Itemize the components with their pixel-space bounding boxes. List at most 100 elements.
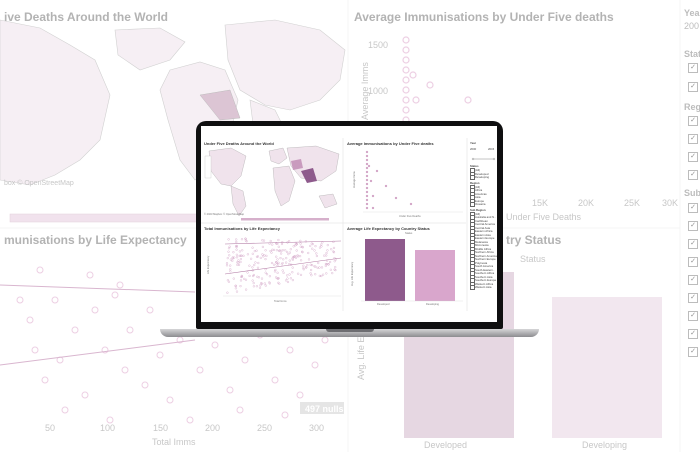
bg-status-legend: Status (520, 254, 546, 264)
background-life-dots (16, 266, 329, 424)
mini-filter-item: Europe (475, 198, 485, 203)
bg-life-title: munisations by Life Expectancy (4, 233, 187, 247)
mini-filter-item: South America (475, 264, 494, 268)
mini-filter-item: Northern America (475, 253, 497, 258)
mini-bar-developed (365, 239, 405, 301)
mini-filter-item: Northern Africa (475, 250, 494, 254)
bg-xtick: 15K (532, 198, 549, 208)
mini-filter-checkbox[interactable] (470, 175, 475, 180)
mini-filter-item: Caribbean (475, 218, 488, 223)
mini-bar-title: Average Life Expectancy by Country Statu… (347, 226, 430, 231)
mini-year-end: 2015 (488, 147, 495, 151)
bg-side-year: Year (684, 8, 700, 18)
bg-filter-checkbox[interactable]: ✓ (688, 293, 698, 303)
bg-side-year-value: 200 (684, 21, 700, 31)
bg-filter-checkbox[interactable]: ✓ (688, 311, 698, 321)
mini-filter-item: Asia (475, 195, 481, 199)
mini-filter-checkbox[interactable] (470, 202, 475, 207)
bg-filter-checkbox[interactable]: ✓ (688, 221, 698, 231)
bg-life-xlabel: Total Imms (152, 437, 196, 447)
bg-side-status: Stat (684, 49, 700, 59)
bg-side-subregion: Sub R (684, 188, 700, 198)
mini-filter-item: Western Asia (475, 285, 492, 289)
mini-bar-ylabel: Avg. Life Expectancy (351, 261, 354, 286)
bg-filter-checkbox[interactable]: ✓ (688, 257, 698, 267)
bg-scatter-xlabel: Under Five Deaths (506, 212, 582, 222)
mini-filter-item: (All) (475, 168, 480, 172)
mini-filter-item: Northern Europe (475, 257, 496, 261)
mini-life-xlabel: Total Imms (274, 300, 287, 303)
bg-scatter-title: Average Immunisations by Under Five deat… (354, 10, 614, 24)
mini-filter-checkbox[interactable] (470, 285, 475, 290)
bg-map-credit: box © OpenStreetMap (4, 180, 74, 187)
bg-life-xtick: 100 (100, 423, 116, 433)
mini-year-label: Year (470, 141, 476, 145)
laptop-base (160, 329, 539, 337)
mini-filter-item: Eastern Europe (475, 236, 495, 240)
mini-filter-item: Developing (475, 175, 489, 179)
bg-xtick: 20K (578, 198, 595, 208)
bg-filter-checkbox[interactable]: ✓ (688, 347, 698, 357)
bg-status-cat: Developing (582, 440, 628, 450)
mini-life-dots (225, 237, 337, 294)
mini-filter-item: Central Asia (475, 225, 491, 230)
bg-ytick: 1500 (368, 40, 389, 50)
bg-status-title: try Status (506, 233, 562, 247)
bg-filter-checkbox[interactable]: ✓ (688, 170, 698, 180)
mini-filter-item: Africa (475, 188, 483, 192)
bg-life-xtick: 300 (309, 423, 325, 433)
mini-filter-item: Developed (475, 171, 489, 176)
bg-scatter-ylabel: Average Imms (360, 62, 370, 120)
mini-filter-item: Eastern Asia (475, 232, 491, 237)
mini-filter-item: Americas (475, 191, 487, 196)
mini-scatter-ylabel: Average Imms (353, 171, 356, 188)
mini-filter-item: Eastern Africa (475, 229, 493, 233)
mini-bar-category: Developed (377, 303, 390, 306)
mini-scatter-xlabel: Under Five Deaths (399, 215, 421, 218)
mini-filter-item: Southern Africa (475, 271, 495, 275)
mini-dashboard-graphics (201, 138, 496, 311)
bg-filter-checkbox[interactable]: ✓ (688, 203, 698, 213)
bg-filter-checkbox[interactable]: ✓ (688, 152, 698, 162)
mini-map-title: Under Five Deaths Around the World (204, 141, 274, 146)
bg-ytick: 1000 (368, 86, 389, 96)
mini-filter-item: Australia and N.. (475, 215, 496, 219)
mini-life-ylabel: Life Expectancy (207, 255, 210, 274)
mini-filter-item: Micronesia (475, 243, 489, 247)
bg-filter-checkbox[interactable]: ✓ (688, 239, 698, 249)
bg-side-region: Regi (684, 102, 700, 112)
bg-map-title: ive Deaths Around the World (4, 10, 169, 24)
bg-filter-checkbox[interactable]: ✓ (688, 134, 698, 144)
bg-status-cat: Developed (424, 440, 468, 450)
bg-nulls-badge[interactable]: 497 nulls (305, 404, 344, 414)
bg-filter-checkbox[interactable]: ✓ (688, 63, 698, 73)
mini-filter-item: (All) (475, 184, 480, 189)
mini-filter-item: Western Africa (475, 281, 494, 286)
mini-filter-item: Middle Africa (475, 246, 492, 251)
bg-life-xtick: 250 (257, 423, 273, 433)
laptop-notch (326, 329, 374, 332)
mini-filter-header: Sub Region (470, 207, 486, 212)
bg-xtick: 25K (624, 198, 641, 208)
bg-filter-checkbox[interactable]: ✓ (688, 329, 698, 339)
mini-filter-item: (All) (475, 211, 480, 216)
mini-world-map (208, 145, 340, 217)
bg-life-xtick: 200 (205, 423, 221, 433)
mini-filter-item: Oceania (475, 202, 486, 206)
mini-filter-header: Status (470, 164, 479, 168)
mini-scatter-dots (365, 150, 413, 210)
mini-bar-category: Developing (426, 303, 439, 306)
mini-scatter-title: Average Immunisations by Under Five deat… (347, 141, 434, 146)
mini-year-start: 2000 (470, 147, 477, 151)
bg-filter-checkbox[interactable]: ✓ (688, 82, 698, 92)
bg-bar-developing (552, 297, 662, 438)
bg-filter-checkbox[interactable]: ✓ (688, 116, 698, 126)
mini-filter-item: Southern Asia (475, 274, 493, 279)
bg-life-xtick: 150 (153, 423, 169, 433)
bg-xtick: 30K (662, 198, 679, 208)
bg-life-xtick: 50 (45, 423, 56, 433)
mini-filter-item: South-Eastern.. (475, 267, 495, 272)
mini-filter-item: Central America (475, 222, 495, 226)
mini-filter-item: Melanesia (475, 239, 488, 244)
bg-filter-checkbox[interactable]: ✓ (688, 275, 698, 285)
